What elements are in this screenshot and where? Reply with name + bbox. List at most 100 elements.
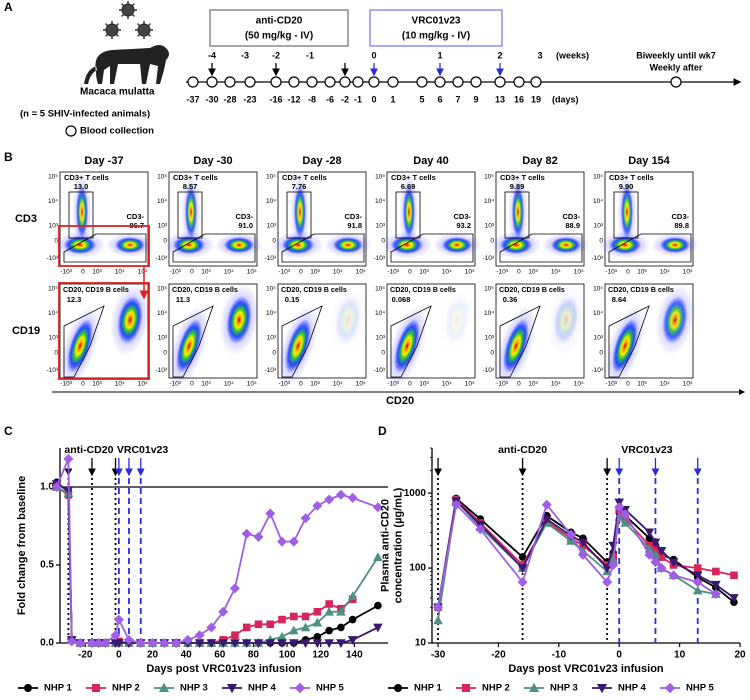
gate-label: CD20, CD19 B cells	[281, 285, 347, 294]
week-label: 1	[437, 50, 442, 60]
tick-label: 10⁵	[266, 285, 276, 292]
data-point	[231, 631, 239, 640]
density-cloud	[176, 319, 202, 373]
day-unit: (days)	[552, 94, 579, 104]
x-tick-label: 120	[312, 650, 329, 661]
data-point	[75, 638, 86, 648]
blood-collection	[244, 76, 256, 88]
tick-label: 10⁴	[551, 269, 561, 276]
blood-collection	[224, 76, 236, 88]
data-point	[123, 634, 134, 645]
data-point	[289, 625, 299, 635]
density-cloud	[294, 186, 306, 238]
tick-label: 10⁴	[593, 198, 603, 205]
tick-label: 10⁵	[465, 269, 475, 276]
tick-label: -10³	[482, 367, 494, 374]
data-point	[324, 494, 335, 505]
tick-label: 10³	[92, 269, 102, 276]
gate-value: 8.64	[612, 295, 627, 304]
tick-label: 0	[381, 349, 385, 356]
tick-label: 0	[626, 269, 630, 276]
data-point	[650, 538, 661, 548]
data-point	[114, 639, 124, 649]
x-tick-label: 100	[279, 650, 296, 661]
tick-label: 10⁵	[247, 269, 257, 276]
tick-label: 10⁴	[115, 381, 125, 388]
tick-label: 0	[408, 381, 412, 388]
blood-collection	[670, 76, 682, 88]
data-point	[241, 528, 252, 539]
gate	[281, 305, 323, 378]
data-point	[335, 489, 346, 500]
tick-label: 10⁵	[157, 285, 167, 292]
y-tick-label: 1000	[404, 488, 427, 499]
blood-collection	[513, 76, 525, 88]
annotation-label: VRC01v23	[621, 444, 673, 456]
data-point	[135, 638, 146, 648]
gate	[499, 233, 583, 263]
day-label: -16	[269, 94, 282, 104]
schedule-note: Biweekly until wk7	[636, 50, 716, 60]
gate	[68, 191, 94, 239]
gate	[395, 191, 421, 239]
blood-collection	[339, 76, 351, 88]
tick-label: -10³	[60, 269, 72, 276]
data-point	[602, 564, 612, 574]
density-cloud	[224, 237, 254, 253]
data-point	[517, 564, 528, 574]
tick-label: 10⁴	[660, 381, 670, 388]
virus-icon	[121, 3, 135, 17]
data-point	[241, 639, 252, 649]
x-axis-label: Days post VRC01v23 infusion	[146, 663, 302, 675]
gate-label: CD3+ T cells	[282, 173, 327, 182]
data-point	[347, 492, 358, 503]
tick-label: 0	[299, 381, 303, 388]
legend-label: NHP 5	[686, 683, 715, 694]
density-cloud	[391, 236, 423, 254]
data-point	[348, 615, 357, 624]
day-label: -6	[326, 94, 334, 104]
y-tick-label: 10	[415, 638, 427, 649]
density-cloud	[394, 319, 420, 373]
gate	[499, 305, 541, 378]
tick-label: 10⁴	[48, 310, 58, 317]
tick-label: 10⁵	[356, 269, 366, 276]
week-unit: (weeks)	[556, 50, 589, 60]
tick-label: 10³	[49, 222, 59, 229]
day-title: Day -28	[302, 155, 341, 167]
data-point	[206, 622, 217, 633]
data-point	[300, 622, 311, 632]
blood-collection	[270, 76, 282, 88]
tick-label: 10⁴	[593, 310, 603, 317]
tick-label: 0	[517, 381, 521, 388]
gate	[172, 233, 256, 263]
tick-label: 10⁵	[375, 173, 385, 180]
tick-label: 0	[517, 269, 521, 276]
gate-label: CD20, CD19 B cells	[608, 285, 674, 294]
gate	[281, 233, 365, 263]
data-point	[620, 517, 631, 527]
tick-label: 10³	[594, 334, 604, 341]
tick-label: -10³	[46, 255, 58, 262]
gate-value: 0.15	[285, 295, 300, 304]
tick-label: 10⁴	[375, 310, 385, 317]
tick-label: -10³	[169, 269, 181, 276]
data-point	[730, 571, 738, 580]
data-point	[266, 620, 275, 629]
week-label: -1	[306, 50, 314, 60]
tick-label: 10⁴	[484, 310, 494, 317]
y-axis-label: CD3	[15, 213, 37, 225]
schedule-note: Weekly after	[650, 62, 703, 72]
density-cloud	[512, 186, 524, 238]
gate-value: 91.0	[238, 221, 253, 230]
day-label: 0	[371, 94, 376, 104]
legend-marker	[664, 682, 676, 694]
tick-label: 0	[408, 269, 412, 276]
gate-label: CD3-	[453, 212, 471, 221]
blood-collection	[187, 76, 199, 88]
density-cloud	[335, 296, 361, 344]
data-point	[565, 529, 576, 540]
tick-label: 10⁴	[224, 269, 234, 276]
tick-label: 0	[190, 381, 194, 388]
